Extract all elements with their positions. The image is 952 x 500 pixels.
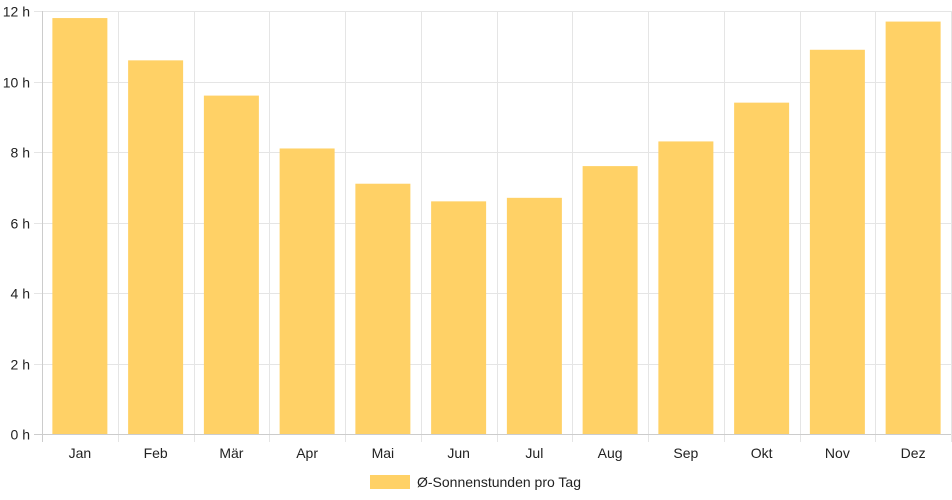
- y-tick-label: 4 h: [11, 286, 30, 302]
- x-tick-label: Sep: [673, 445, 698, 461]
- bar[interactable]: [355, 183, 411, 434]
- x-tick-label: Apr: [296, 445, 318, 461]
- y-tick-label: 10 h: [3, 75, 30, 91]
- y-tick-label: 6 h: [11, 216, 30, 232]
- legend-label[interactable]: Ø-Sonnenstunden pro Tag: [417, 474, 581, 490]
- bar[interactable]: [658, 141, 714, 435]
- x-tick-label: Mai: [372, 445, 395, 461]
- x-tick-label: Okt: [751, 445, 773, 461]
- y-tick-label: 12 h: [3, 4, 30, 20]
- grid-lines: [34, 11, 952, 442]
- bar[interactable]: [582, 166, 638, 434]
- bar[interactable]: [279, 148, 335, 434]
- x-tick-label: Feb: [144, 445, 168, 461]
- legend-swatch[interactable]: [370, 475, 410, 489]
- x-tick-label: Jun: [447, 445, 470, 461]
- y-tick-label: 2 h: [11, 357, 30, 373]
- bar[interactable]: [52, 18, 108, 435]
- bar[interactable]: [885, 21, 941, 434]
- bars: [52, 18, 941, 435]
- bar[interactable]: [128, 60, 184, 434]
- y-tick-label: 0 h: [11, 427, 30, 443]
- bar[interactable]: [734, 102, 790, 435]
- x-tick-label: Dez: [901, 445, 926, 461]
- bar[interactable]: [431, 201, 487, 434]
- y-tick-label: 8 h: [11, 145, 30, 161]
- bar[interactable]: [203, 95, 259, 434]
- x-tick-labels: Jan Feb Mär Apr Mai Jun Jul Aug Sep Okt Nov Dez: [69, 445, 926, 461]
- x-tick-label: Jan: [69, 445, 92, 461]
- legend[interactable]: Ø-Sonnenstunden pro Tag: [370, 474, 581, 490]
- x-tick-label: Jul: [525, 445, 543, 461]
- x-tick-label: Nov: [825, 445, 850, 461]
- x-tick-label: Mär: [219, 445, 243, 461]
- bar[interactable]: [506, 197, 562, 434]
- bar[interactable]: [809, 49, 865, 435]
- y-tick-labels: 0 h 2 h 4 h 6 h 8 h 10 h 12 h: [3, 4, 30, 443]
- x-tick-label: Aug: [598, 445, 623, 461]
- axes: [34, 11, 951, 442]
